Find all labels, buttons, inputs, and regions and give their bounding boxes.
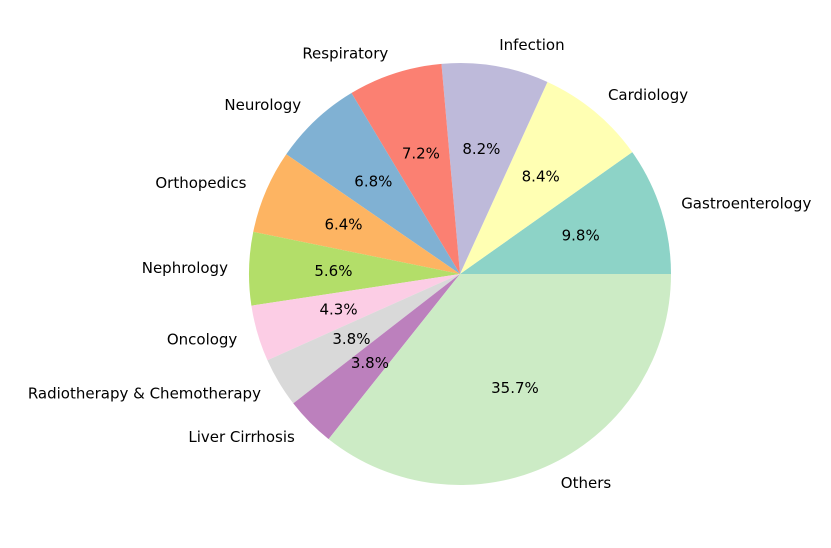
pie-wedge-neurology <box>286 93 460 274</box>
pie-category-label-cardiology: Cardiology <box>608 86 688 104</box>
pie-category-label-orthopedics: Orthopedics <box>155 174 246 192</box>
pie-wedge-nephrology <box>248 231 460 306</box>
pie-wedge-liver-cirrhosis <box>293 274 460 440</box>
pie-percent-label-oncology: 4.3% <box>319 301 357 319</box>
pie-wedge-cardiology <box>460 81 633 274</box>
pie-percent-label-nephrology: 5.6% <box>314 262 352 280</box>
pie-wedges <box>248 63 671 485</box>
pie-category-labels: Gastroenterology Cardiology Infection Respi… <box>28 36 812 492</box>
pie-percent-label-cardiology: 8.4% <box>522 167 560 185</box>
pie-category-label-nephrology: Nephrology <box>142 259 228 277</box>
pie-category-label-liver-cirrhosis: Liver Cirrhosis <box>188 428 295 446</box>
pie-percent-labels: 9.8% 8.4% 8.2% 7.2% 6.8% 6.4% 5.6% 4.3% 3.8% 3.8%… <box>314 140 599 397</box>
pie-category-label-radiotherapy-and-chemotherapy: Radiotherapy & Chemotherapy <box>28 384 261 402</box>
pie-percent-label-neurology: 6.8% <box>354 173 392 191</box>
pie-wedge-infection <box>441 63 548 275</box>
pie-percent-label-others: 35.7% <box>491 379 539 397</box>
pie-category-label-others: Others <box>561 474 612 492</box>
pie-category-label-neurology: Neurology <box>224 96 301 114</box>
pie-category-label-infection: Infection <box>499 36 564 54</box>
pie-percent-label-respiratory: 7.2% <box>402 145 440 163</box>
pie-percent-label-liver-cirrhosis: 3.8% <box>351 354 389 372</box>
pie-wedge-orthopedics <box>253 154 460 274</box>
pie-category-label-respiratory: Respiratory <box>302 44 388 62</box>
pie-wedge-oncology <box>251 274 460 361</box>
pie-wedge-others <box>328 274 671 485</box>
pie-wedge-respiratory <box>351 63 460 274</box>
pie-category-label-oncology: Oncology <box>167 330 238 348</box>
pie-percent-label-orthopedics: 6.4% <box>324 215 362 233</box>
pie-percent-label-infection: 8.2% <box>462 140 500 158</box>
pie-percent-label-gastroenterology: 9.8% <box>562 227 600 245</box>
pie-wedge-radiotherapy-and-chemotherapy <box>267 274 460 404</box>
pie-percent-label-radiotherapy-and-chemotherapy: 3.8% <box>332 330 370 348</box>
pie-wedge-gastroenterology <box>460 152 671 274</box>
pie-category-label-gastroenterology: Gastroenterology <box>681 195 811 213</box>
